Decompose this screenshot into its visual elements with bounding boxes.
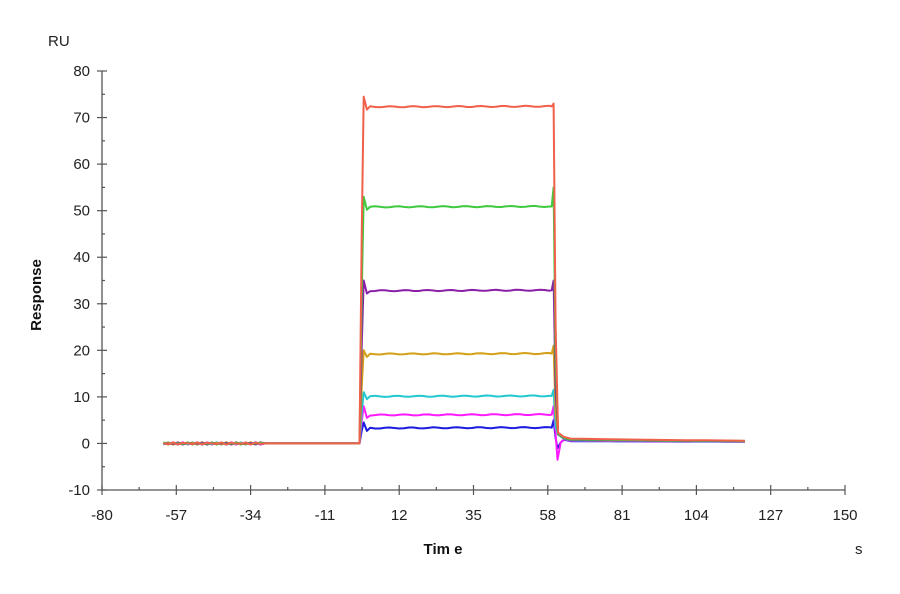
x-tick-label: -57 [165,507,187,524]
x-tick-label: 35 [465,507,482,524]
y-axis-title: Response [28,259,45,331]
y-tick-label: 10 [73,389,90,406]
sensorgram-curve [162,388,745,446]
sensorgram-curve [163,344,745,446]
y-tick-label: 30 [73,296,90,313]
x-tick-label: 104 [684,507,709,524]
y-unit-label: RU [48,33,70,50]
sensorgram-curve [163,279,745,446]
y-tick-label: 70 [73,110,90,127]
x-tick-label: 150 [832,507,857,524]
x-tick-label: 81 [614,507,631,524]
x-tick-label: 127 [758,507,783,524]
x-tick-label: -80 [91,507,113,524]
y-tick-label: 20 [73,342,90,359]
axes: -10 0 10 20 30 40 50 60 70 80 -80 -57 -34 -11 12 35 58 81… [68,63,857,524]
sensorgram-curve [163,405,745,461]
y-tick-label: 0 [82,435,90,452]
x-tick-label: -34 [240,507,262,524]
x-tick-label: 12 [391,507,408,524]
sensorgram-curve [162,186,745,446]
y-tick-label: 40 [73,249,90,266]
y-tick-label: -10 [68,482,90,499]
y-tick-label: 80 [73,63,90,80]
x-axis-title: Tim e [424,541,463,558]
sensorgram-curve [163,95,745,446]
x-tick-label: 58 [539,507,556,524]
y-tick-label: 50 [73,203,90,220]
x-tick-label: -11 [315,507,336,524]
x-unit-label: s [855,541,863,558]
curves [162,95,745,461]
y-tick-label: 60 [73,156,90,173]
